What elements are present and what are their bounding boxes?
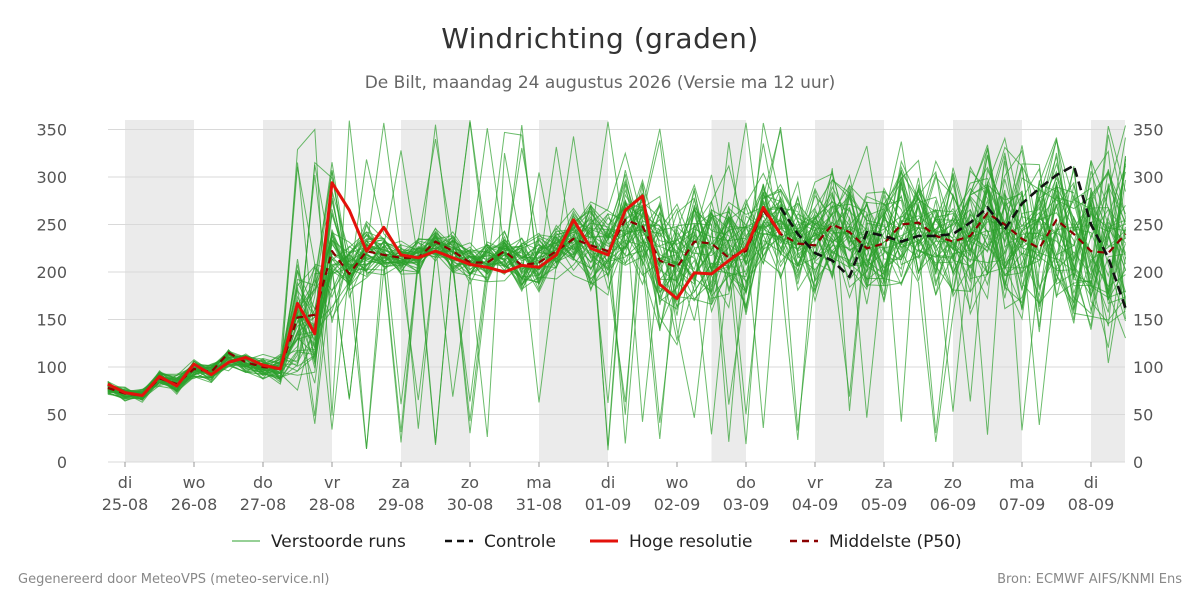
x-tick-date: 29-08 xyxy=(378,495,425,514)
y-tick-label: 50 xyxy=(1133,406,1153,425)
legend-label: Verstoorde runs xyxy=(271,532,406,552)
legend-label: Controle xyxy=(484,532,556,552)
y-tick-label: 100 xyxy=(1133,358,1164,377)
hoge-resolutie-line xyxy=(107,181,782,397)
y-tick-label: 0 xyxy=(1133,453,1143,472)
y-tick-label: 150 xyxy=(1133,311,1164,330)
y-tick-label: 200 xyxy=(1133,263,1164,282)
y-tick-label: 300 xyxy=(1133,168,1164,187)
x-tick-day: vr xyxy=(324,473,340,492)
ensemble-run-line xyxy=(107,171,1126,424)
x-tick-day: vr xyxy=(807,473,823,492)
x-tick-date: 05-09 xyxy=(861,495,908,514)
x-tick-date: 25-08 xyxy=(102,495,149,514)
shaded-period xyxy=(401,120,470,462)
x-tick-date: 27-08 xyxy=(240,495,287,514)
x-tick-date: 26-08 xyxy=(171,495,218,514)
x-tick-day: za xyxy=(875,473,893,492)
legend: Verstoorde runs Controle Hoge resolutie Mid… xyxy=(232,532,962,552)
controle-line xyxy=(779,164,1127,309)
x-tick-date: 07-09 xyxy=(999,495,1046,514)
legend-label: Middelste (P50) xyxy=(829,532,962,552)
x-tick-day: wo xyxy=(183,473,206,492)
ensemble-run-line xyxy=(107,149,1126,415)
footer-generator: Gegenereerd door MeteoVPS (meteo-service… xyxy=(18,572,330,587)
y-tick-label: 200 xyxy=(36,263,67,282)
chart-subtitle: De Bilt, maandag 24 augustus 2026 (Versi… xyxy=(364,73,836,93)
footer-source: Bron: ECMWF AIFS/KNMI Ens xyxy=(997,572,1182,587)
y-axis-right: 0 50 100 150 200 250 300 350 xyxy=(1133,121,1164,473)
ensemble-run-line xyxy=(107,122,1126,394)
y-tick-label: 100 xyxy=(36,358,67,377)
x-tick-date: 04-09 xyxy=(792,495,839,514)
x-tick-date: 08-09 xyxy=(1068,495,1115,514)
y-tick-label: 150 xyxy=(36,311,67,330)
x-tick-day: di xyxy=(118,473,133,492)
y-tick-label: 300 xyxy=(36,168,67,187)
ensemble-run-line xyxy=(107,145,1126,412)
y-tick-label: 250 xyxy=(1133,216,1164,235)
x-tick-date: 01-09 xyxy=(585,495,632,514)
x-tick-day: do xyxy=(253,473,273,492)
x-tick-day: wo xyxy=(666,473,689,492)
y-tick-label: 0 xyxy=(57,453,67,472)
x-tick-day: zo xyxy=(944,473,962,492)
x-tick-date: 31-08 xyxy=(516,495,563,514)
y-tick-label: 50 xyxy=(47,406,67,425)
x-tick-day: di xyxy=(1084,473,1099,492)
legend-label: Hoge resolutie xyxy=(629,532,753,552)
shaded-period xyxy=(125,120,194,462)
x-tick-date: 02-09 xyxy=(654,495,701,514)
x-tick-day: di xyxy=(601,473,616,492)
x-tick-day: ma xyxy=(526,473,551,492)
ensemble-run-line xyxy=(107,125,1126,403)
x-tick-day: ma xyxy=(1009,473,1034,492)
x-tick-date: 28-08 xyxy=(309,495,356,514)
ensemble-run-line xyxy=(107,127,1126,442)
chart-title: Windrichting (graden) xyxy=(441,22,759,55)
y-tick-label: 350 xyxy=(1133,121,1164,140)
y-tick-label: 350 xyxy=(36,121,67,140)
x-tick-date: 06-09 xyxy=(930,495,977,514)
y-tick-label: 250 xyxy=(36,216,67,235)
y-axis-left: 0 50 100 150 200 250 300 350 xyxy=(36,121,67,473)
x-axis: di 25-08 wo 26-08 do 27-08 vr 28-08 za 29-08 zo 30-… xyxy=(102,462,1115,514)
x-tick-date: 03-09 xyxy=(723,495,770,514)
main-series xyxy=(107,164,1127,397)
x-tick-day: za xyxy=(392,473,410,492)
shaded-period xyxy=(539,120,608,462)
x-tick-day: do xyxy=(736,473,756,492)
x-tick-day: zo xyxy=(461,473,479,492)
x-tick-date: 30-08 xyxy=(447,495,494,514)
